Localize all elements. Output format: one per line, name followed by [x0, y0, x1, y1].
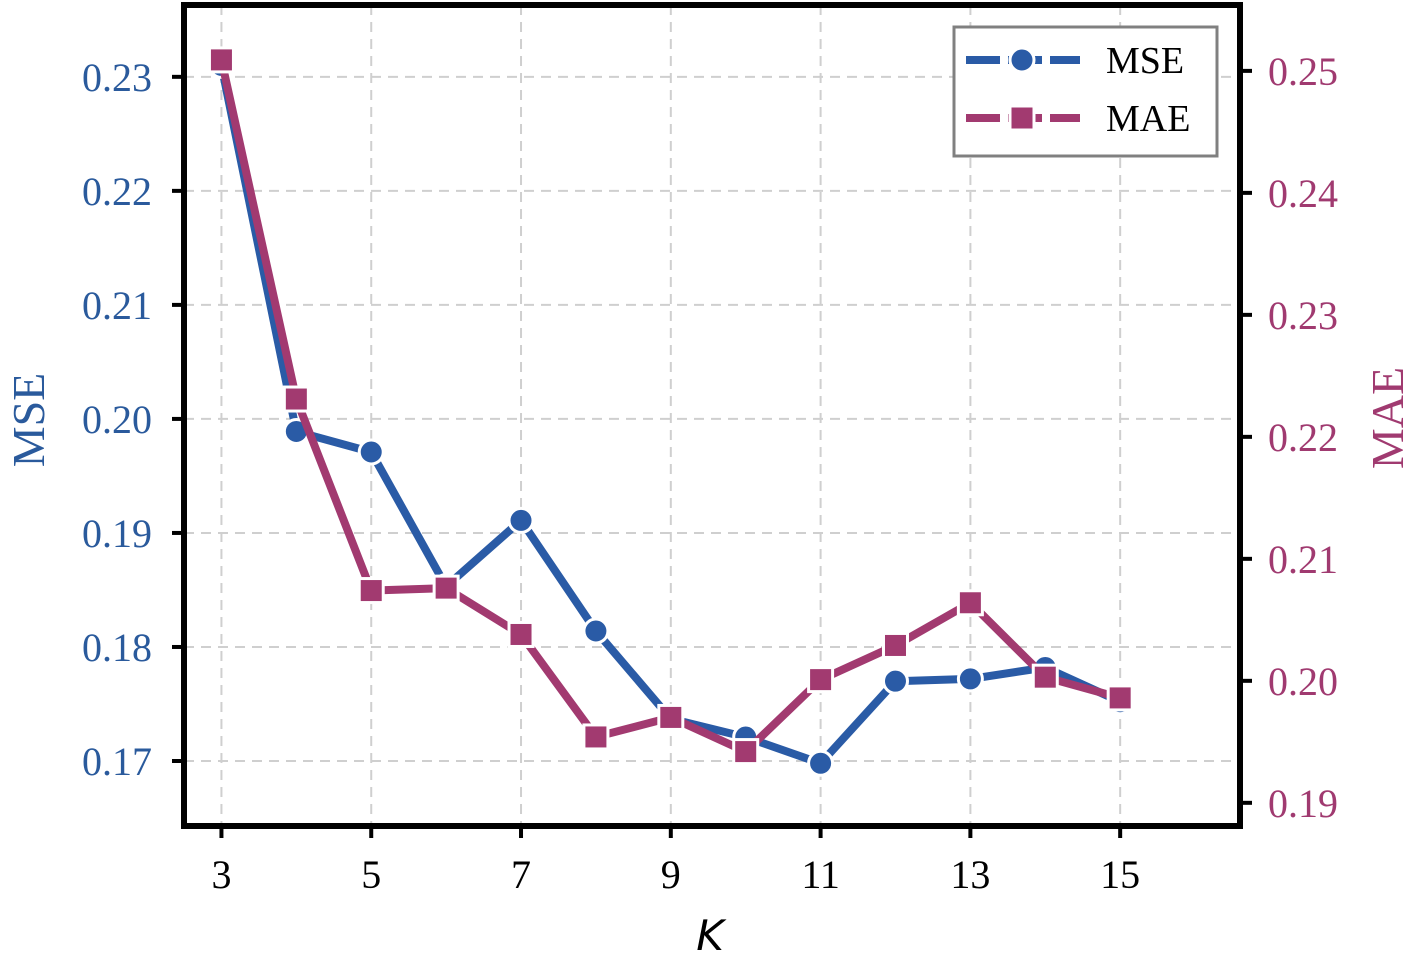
legend-label: MSE: [1106, 40, 1184, 82]
mae-point: [1031, 663, 1059, 691]
mse-point: [881, 667, 909, 695]
x-tick-label: 13: [950, 852, 990, 897]
mae-point: [732, 738, 760, 766]
legend: MSE MAE: [952, 25, 1219, 158]
mse-point: [582, 617, 610, 645]
y-tick-label-right: 0.22: [1268, 415, 1338, 460]
legend-label: MAE: [1106, 98, 1190, 140]
mae-point: [881, 631, 909, 659]
x-tick-label: 9: [661, 852, 681, 897]
y-tick-label-right: 0.20: [1268, 659, 1338, 704]
legend-item-mse: MSE: [966, 40, 1184, 82]
mae-point: [1008, 104, 1036, 132]
mae-point: [282, 385, 310, 413]
axes: 3 5 7 9 11 13 15 0.17 0.18 0.19 0.20 0.21 0.22 0.23 0.…: [82, 49, 1338, 897]
mae-point: [207, 46, 235, 74]
y-tick-label-left: 0.19: [82, 511, 152, 556]
y-tick-label-left: 0.22: [82, 169, 152, 214]
y-tick-label-right: 0.23: [1268, 293, 1338, 338]
mse-point: [1008, 46, 1036, 74]
mse-point: [956, 665, 984, 693]
y-axis-label-left: MSE: [3, 373, 54, 468]
y-tick-label-left: 0.21: [82, 283, 152, 328]
plot-frame: [181, 2, 1243, 829]
mae-point: [357, 577, 385, 605]
y-tick-label-left: 0.18: [82, 625, 152, 670]
mae-point: [807, 666, 835, 694]
x-axis-label: K: [696, 911, 727, 960]
mae-point: [956, 589, 984, 617]
mae-point: [507, 620, 535, 648]
y-tick-label-left: 0.20: [82, 397, 152, 442]
mse-point: [507, 506, 535, 534]
y-tick-label-left: 0.17: [82, 739, 152, 784]
plot-series: [207, 46, 1134, 777]
mae-point: [1106, 684, 1134, 712]
y-tick-label-right: 0.21: [1268, 537, 1338, 582]
y-tick-label-right: 0.24: [1268, 171, 1338, 216]
legend-item-mae: MAE: [966, 98, 1190, 140]
series-mae: [207, 46, 1134, 766]
mae-point: [582, 723, 610, 751]
mae-point: [432, 574, 460, 602]
x-tick-label: 3: [211, 852, 231, 897]
x-tick-label: 5: [361, 852, 381, 897]
y-axis-label-right: MAE: [1362, 367, 1413, 469]
y-tick-label-right: 0.19: [1268, 781, 1338, 826]
y-tick-label-right: 0.25: [1268, 49, 1338, 94]
mse-point: [807, 749, 835, 777]
mse-point: [357, 438, 385, 466]
legend-box: [952, 25, 1219, 158]
x-tick-label: 15: [1100, 852, 1140, 897]
x-tick-label: 7: [511, 852, 531, 897]
y-tick-label-left: 0.23: [82, 55, 152, 100]
mae-point: [657, 703, 685, 731]
x-tick-label: 11: [801, 852, 840, 897]
